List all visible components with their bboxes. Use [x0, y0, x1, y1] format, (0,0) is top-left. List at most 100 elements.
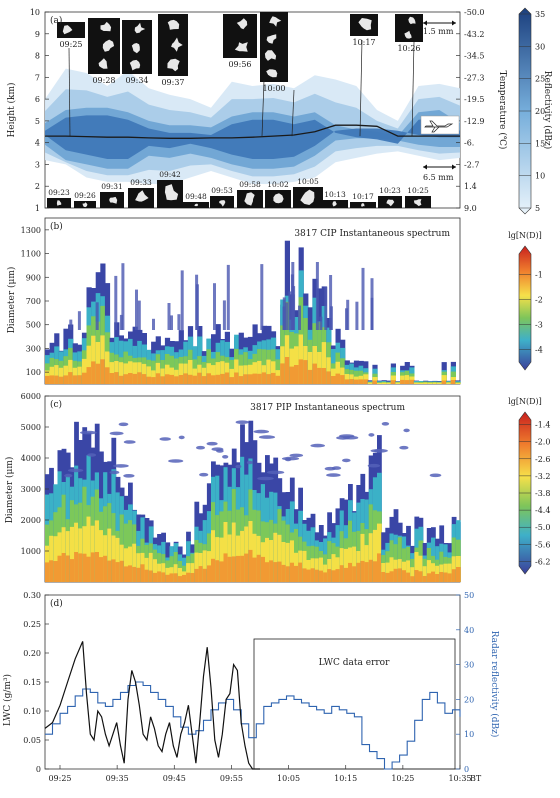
- lwc-tick-label: 0.10: [23, 707, 41, 716]
- colorbar-cip-label: lg[N(D)]: [508, 231, 542, 240]
- particle-image-time-label: 09:48: [185, 192, 207, 201]
- pip-spectrum-cell: [227, 556, 233, 582]
- pip-spectrum-cell: [190, 573, 196, 582]
- temperature-tick-label: -43.2: [464, 30, 485, 39]
- scale-label-lower: 6.5 mm: [423, 173, 454, 182]
- particle-image-time-label: 10:26: [397, 44, 420, 53]
- pip-spectrum-cell: [132, 543, 137, 582]
- cip-spectrum-cell: [317, 367, 323, 384]
- panel-b-title: 3817 CIP Instantaneous spectrum: [294, 229, 450, 239]
- time-tick-label: 09:25: [48, 774, 71, 783]
- cip-spectrum-spike: [324, 286, 328, 330]
- cip-spectrum-cell: [220, 361, 226, 384]
- pip-spectrum-field: [45, 420, 461, 582]
- particle-image-time-label: 09:31: [101, 182, 123, 191]
- pip-spectrum-patch: [403, 428, 410, 433]
- cip-spectrum-spike: [355, 301, 359, 330]
- colorbar-pip-tick-label: -5.0: [535, 523, 550, 532]
- pip-spectrum-cell: [265, 562, 270, 582]
- ice-crystal-shape: [408, 16, 416, 25]
- pip-spectrum-cell: [302, 550, 308, 582]
- cip-spectrum-cell: [91, 361, 97, 384]
- colorbar-pip-tick-label: -2.0: [535, 438, 550, 447]
- cip-spectrum-cell: [344, 379, 350, 384]
- cip-spectrum-spike: [114, 275, 118, 330]
- image-location-arrow: [261, 79, 265, 137]
- scale-label-upper: 1.5 mm: [423, 27, 454, 36]
- pip-spectrum-cell: [422, 576, 428, 582]
- cip-spectrum-cell: [395, 382, 401, 384]
- ice-crystal-shape: [266, 69, 278, 78]
- pip-spectrum-cell: [372, 561, 378, 582]
- cip-spectrum-field: [45, 240, 461, 384]
- time-tick-label: 10:25: [391, 774, 414, 783]
- dbz-tick-label: 50: [464, 591, 474, 600]
- pip-spectrum-cell: [318, 570, 324, 582]
- colorbar-reflectivity-tick-label: 15: [535, 139, 545, 148]
- cip-spectrum-cell: [257, 360, 263, 384]
- pip-spectrum-cell: [202, 550, 208, 582]
- pip-spectrum-cell: [352, 546, 357, 582]
- pip-spectrum-cell: [182, 574, 187, 582]
- colorbar-pip-tick-label: -4.4: [535, 506, 550, 515]
- cip-spectrum-cell: [229, 377, 235, 384]
- lwc-tick-label: 0.30: [23, 591, 41, 600]
- cip-spectrum-spike: [291, 262, 295, 330]
- cip-spectrum-cell: [353, 379, 360, 384]
- cip-spectrum-cell: [81, 358, 88, 384]
- cip-spectrum-spike: [195, 284, 199, 330]
- cip-spectrum-spike: [77, 311, 81, 330]
- pip-spectrum-cell: [360, 533, 366, 582]
- pip-spectrum-patch: [257, 476, 274, 481]
- cip-spectrum-cell: [118, 362, 124, 384]
- pip-spectrum-cell: [426, 573, 432, 582]
- pip-spectrum-patch: [159, 437, 171, 441]
- pip-spectrum-patch: [118, 422, 129, 427]
- cip-spectrum-spike: [282, 306, 286, 330]
- pip-spectrum-cell: [177, 576, 183, 582]
- pip-spectrum-patch: [289, 453, 304, 458]
- cip-spectrum-cell: [423, 382, 429, 384]
- pip-spectrum-cell: [277, 561, 283, 582]
- pip-spectrum-cell: [273, 562, 279, 582]
- ice-crystal-shape: [358, 18, 372, 31]
- pip-tick-label: 3000: [21, 485, 41, 494]
- pip-spectrum-cell: [339, 565, 345, 582]
- cip-spectrum-spike: [180, 270, 184, 330]
- pip-spectrum-patch: [284, 457, 292, 462]
- pip-spectrum-cell: [327, 569, 332, 582]
- pip-spectrum-cell: [285, 566, 291, 582]
- cip-spectrum-spike: [298, 305, 301, 330]
- pip-spectrum-cell: [123, 566, 129, 582]
- pip-spectrum-patch: [113, 464, 129, 468]
- panel-c-title: 3817 PIP Instantaneous spectrum: [250, 403, 405, 413]
- scale-bar-lower: 6.5 mm: [423, 164, 456, 182]
- ice-crystal-shape: [131, 43, 140, 54]
- pip-spectrum-cell: [111, 559, 117, 582]
- ice-crystal-shape: [236, 18, 248, 30]
- cip-spectrum-spike: [121, 263, 125, 330]
- pip-spectrum-cell: [152, 572, 158, 582]
- pip-spectrum-cell: [439, 572, 445, 582]
- pip-spectrum-cell: [90, 552, 96, 582]
- time-tick-label: 09:35: [106, 774, 129, 783]
- colorbar-reflectivity-tick-label: 20: [535, 107, 545, 116]
- pip-spectrum-cell: [435, 565, 440, 582]
- pip-spectrum-cell: [289, 540, 295, 582]
- particle-image-time-label: 10:02: [267, 180, 289, 189]
- cip-spectrum-cell: [298, 334, 304, 384]
- panel-d-y2label: Radar reflectivity (dBz): [489, 631, 500, 738]
- pip-spectrum-patch: [381, 422, 390, 426]
- pip-spectrum-cell: [157, 571, 162, 582]
- particle-image-time-label: 10:13: [324, 190, 346, 199]
- cip-spectrum-cell: [114, 372, 120, 384]
- cip-spectrum-cell: [330, 376, 337, 384]
- cip-spectrum-cell: [455, 382, 461, 384]
- pip-spectrum-cell: [119, 560, 125, 582]
- pip-spectrum-cell: [410, 567, 415, 582]
- cip-spectrum-cell: [155, 373, 161, 384]
- pip-spectrum-cell: [422, 566, 428, 582]
- pip-spectrum-cell: [107, 560, 113, 582]
- pip-spectrum-cell: [148, 570, 154, 582]
- height-tick-label: 10: [30, 8, 40, 17]
